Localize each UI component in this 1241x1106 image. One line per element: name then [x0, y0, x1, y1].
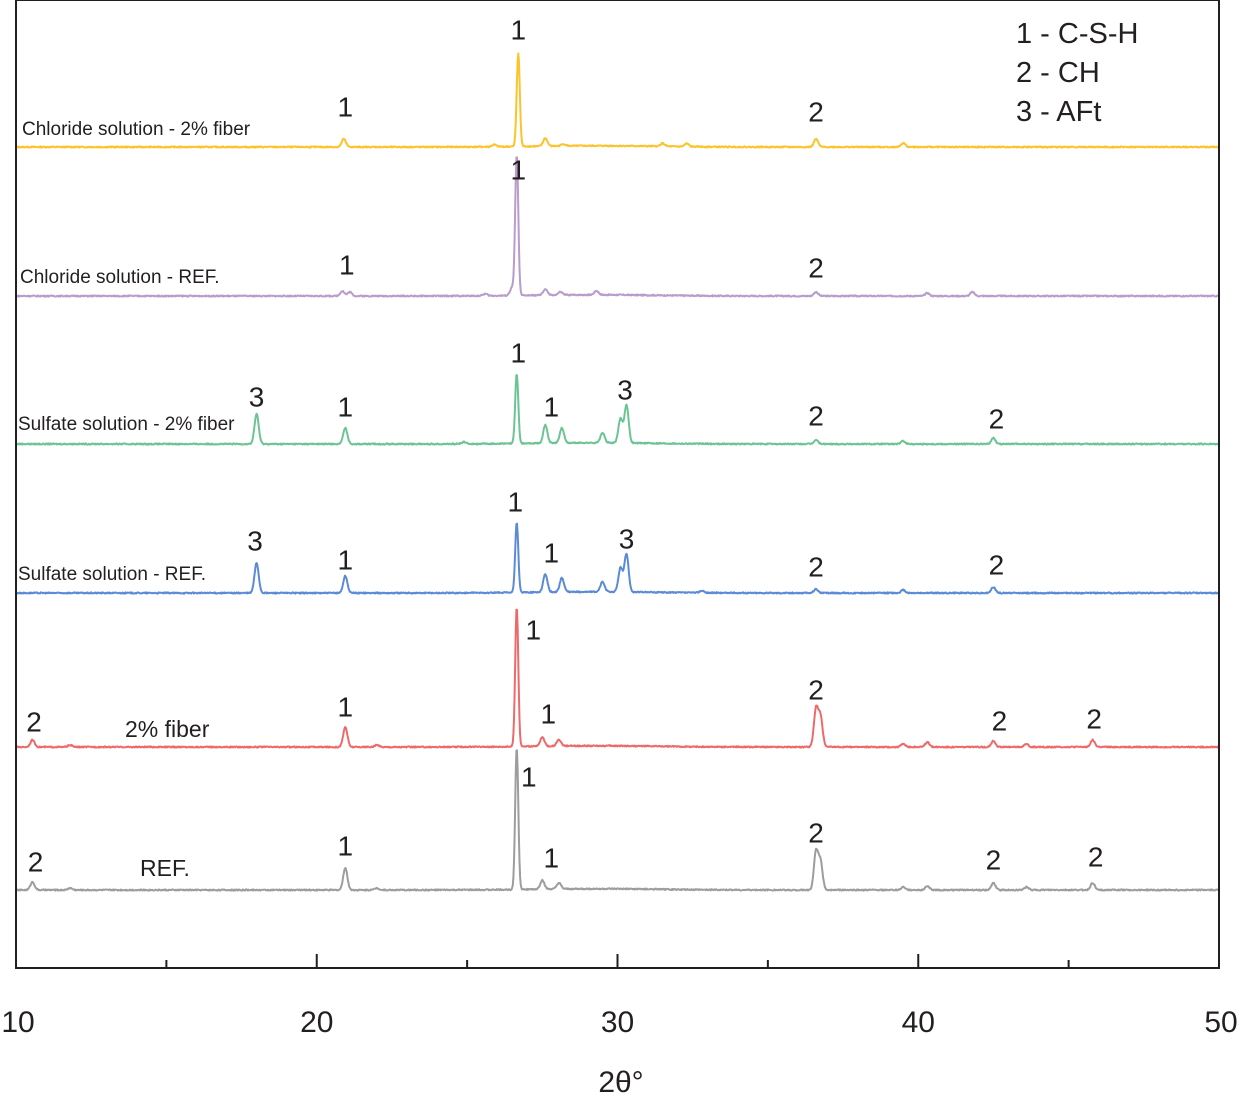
- peak-annotation: 2: [1086, 704, 1102, 735]
- series-line: [15, 608, 1220, 749]
- x-tick-label: 30: [601, 1006, 634, 1039]
- peak-annotation: 2: [989, 550, 1005, 581]
- series-1: Chloride solution - REF. 1 1 2: [15, 155, 1220, 298]
- series-0: Chloride solution - 2% fiber 1 1 2: [15, 15, 1220, 149]
- peak-annotation: 1: [339, 250, 355, 281]
- peak-annotation: 2: [808, 401, 824, 432]
- peak-annotation: 2: [808, 552, 824, 583]
- peak-annotation: 1: [338, 392, 354, 423]
- series-label: Sulfate solution - 2% fiber: [18, 414, 235, 435]
- peak-annotation: 2: [808, 675, 824, 706]
- peak-annotation: 1: [338, 831, 354, 862]
- series-4: 2% fiber 2 1 1 1 2 2 2: [15, 608, 1220, 749]
- series-label: 2% fiber: [125, 716, 210, 742]
- peak-annotation: 1: [338, 545, 354, 576]
- legend-entry: 2 - CH: [1016, 57, 1100, 89]
- peak-annotation: 1: [338, 692, 354, 723]
- series-label: REF.: [140, 855, 190, 881]
- peak-annotation: 1: [507, 487, 523, 518]
- peak-annotation: 2: [808, 253, 824, 284]
- peak-annotation: 2: [989, 404, 1005, 435]
- peak-annotation: 1: [521, 762, 537, 793]
- series-line: [15, 52, 1220, 149]
- peak-annotation: 1: [510, 15, 526, 46]
- series-line: [15, 749, 1220, 892]
- series-line: [15, 374, 1220, 446]
- series-line: [15, 522, 1220, 595]
- legend: 1 - C-S-H 2 - CH 3 - AFt: [1016, 18, 1138, 128]
- peak-annotation: 3: [619, 524, 635, 555]
- peak-annotation: 1: [544, 392, 560, 423]
- peak-annotation: 1: [338, 92, 354, 123]
- peak-annotation: 2: [28, 847, 44, 878]
- peak-annotation: 1: [510, 155, 526, 186]
- peak-annotation: 2: [26, 707, 42, 738]
- peak-annotation: 2: [1088, 842, 1104, 873]
- peak-annotation: 2: [808, 97, 824, 128]
- peak-annotation: 1: [510, 338, 526, 369]
- series-label: Chloride solution - 2% fiber: [22, 119, 251, 140]
- series-5: REF. 2 1 1 1 2 2 2: [15, 749, 1220, 892]
- peak-annotation: 2: [986, 845, 1002, 876]
- peak-annotation: 1: [541, 699, 557, 730]
- x-tick-label: 40: [902, 1006, 935, 1039]
- legend-entry: 3 - AFt: [1016, 96, 1101, 128]
- peak-annotation: 1: [526, 615, 542, 646]
- series-line: [15, 156, 1220, 298]
- legend-entry: 1 - C-S-H: [1016, 18, 1138, 50]
- x-tick-label: 10: [1, 1006, 34, 1039]
- traces: Chloride solution - 2% fiber112Chloride …: [15, 15, 1220, 892]
- x-axis: 10 20 30 40 50: [1, 954, 1238, 1039]
- x-tick-label: 20: [300, 1006, 333, 1039]
- x-axis-label: 2θ°: [598, 1066, 643, 1099]
- peak-annotation: 3: [617, 375, 633, 406]
- x-tick-label: 50: [1204, 1006, 1237, 1039]
- peak-annotation: 3: [247, 526, 263, 557]
- peak-annotation: 3: [249, 382, 265, 413]
- peak-annotation: 1: [544, 538, 560, 569]
- peak-annotation: 2: [808, 818, 824, 849]
- peak-annotation: 2: [992, 706, 1008, 737]
- series-label: Sulfate solution - REF.: [18, 564, 206, 585]
- series-label: Chloride solution - REF.: [20, 267, 220, 288]
- peak-annotation: 1: [544, 843, 560, 874]
